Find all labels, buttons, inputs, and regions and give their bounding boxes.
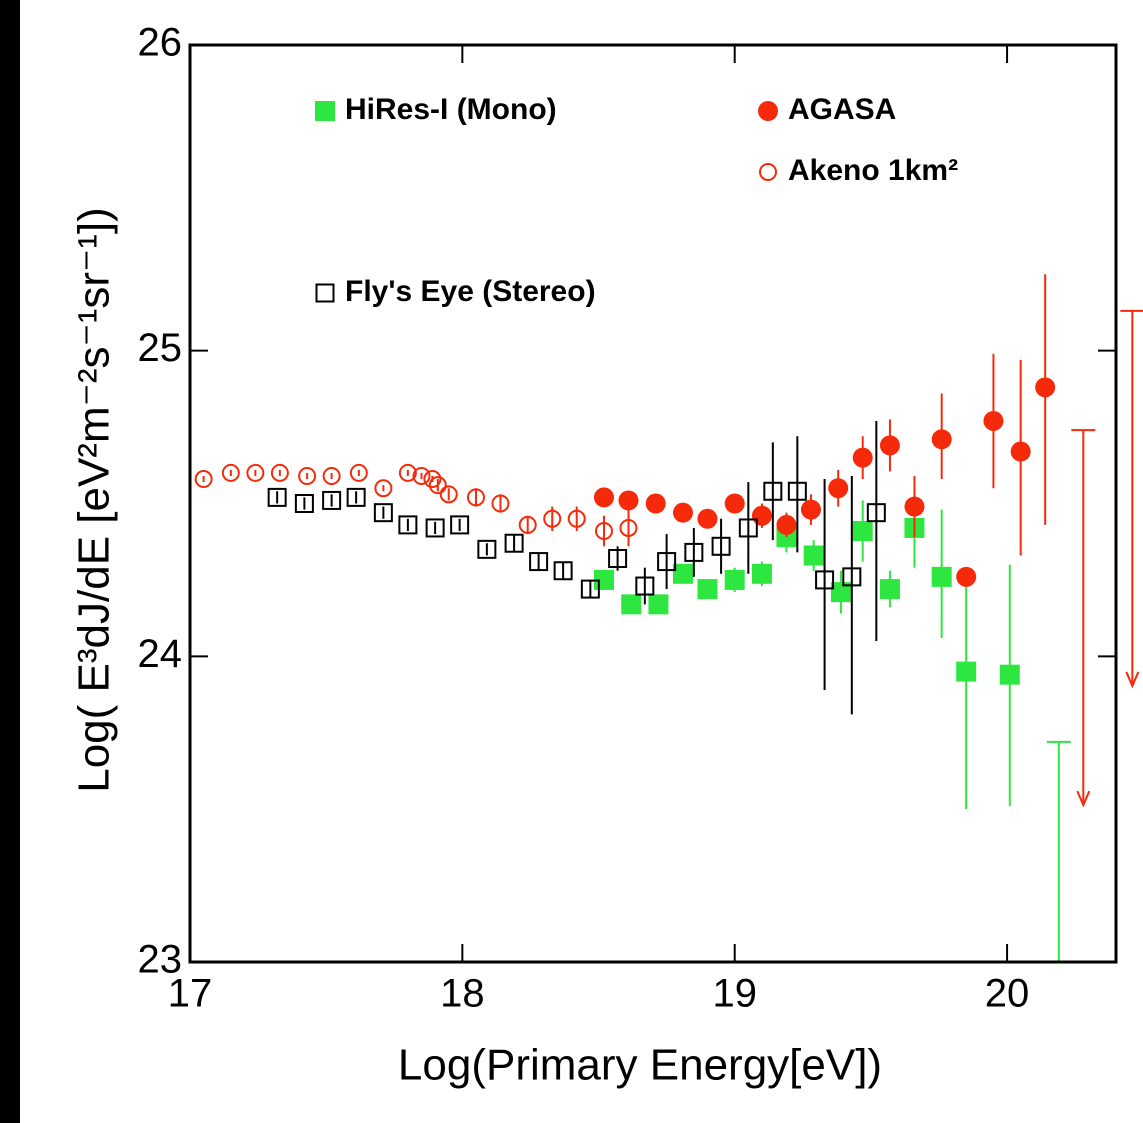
data-point [428, 476, 447, 495]
data-point [879, 435, 900, 456]
data-point [466, 488, 485, 507]
data-point [246, 463, 265, 482]
data-point [751, 505, 772, 526]
y-tick-label: 25 [138, 326, 183, 370]
x-tick-label: 20 [985, 972, 1030, 1016]
data-point [194, 470, 213, 489]
data-point [439, 485, 458, 504]
y-tick-label: 26 [138, 21, 183, 65]
y-tick-label: 24 [138, 632, 183, 676]
data-point [346, 487, 366, 507]
data-point [815, 570, 835, 590]
legend-marker [758, 101, 778, 121]
data-point [931, 566, 952, 587]
data-point [852, 447, 873, 468]
data-point [803, 545, 824, 566]
data-point [580, 579, 600, 599]
data-point [594, 522, 613, 541]
y-tick-label: 23 [138, 938, 183, 982]
data-point [349, 463, 368, 482]
data-point [697, 579, 718, 600]
data-point [866, 503, 886, 523]
data-point [294, 494, 314, 513]
data-point [657, 552, 677, 572]
data-point [684, 542, 704, 562]
data-point [672, 563, 693, 584]
data-point [450, 515, 470, 535]
data-point [619, 518, 638, 537]
canvas [20, 0, 1143, 1123]
data-point [852, 521, 873, 542]
data-point [1035, 377, 1056, 398]
data-point [504, 533, 524, 553]
legend-label: HiRes-I (Mono) [345, 93, 557, 126]
data-point [267, 487, 287, 507]
data-point [879, 579, 900, 600]
data-point [672, 502, 693, 523]
data-point [983, 410, 1004, 431]
data-point [322, 490, 342, 510]
legend-label: AGASA [788, 93, 896, 126]
data-point [412, 466, 431, 485]
data-point [518, 515, 537, 534]
data-point [751, 563, 772, 584]
legend-label: Fly's Eye (Stereo) [345, 275, 596, 308]
data-point [645, 493, 666, 514]
data-point [956, 566, 977, 587]
data-point [724, 493, 745, 514]
data-point [608, 549, 628, 569]
x-tick-label: 17 [168, 972, 213, 1016]
data-point [477, 539, 497, 559]
data-point [270, 463, 289, 482]
data-point [373, 503, 393, 523]
data-point [398, 463, 417, 482]
data-point [425, 518, 445, 538]
data-point [738, 518, 758, 538]
data-point [221, 463, 240, 482]
data-point [842, 567, 862, 587]
legend-label: Akeno 1km² [788, 154, 958, 187]
data-point [648, 594, 669, 615]
data-point [543, 509, 562, 528]
data-point [830, 582, 851, 603]
data-point [711, 536, 731, 556]
legend-marker [759, 163, 777, 181]
data-point [763, 481, 783, 501]
data-point [776, 514, 797, 535]
data-point [635, 576, 655, 596]
data-point [1010, 441, 1031, 462]
data-point [529, 552, 549, 572]
data-point [800, 499, 821, 520]
legend-marker [315, 101, 335, 121]
data-point [567, 509, 586, 528]
upper-limit-arrow [1125, 671, 1140, 689]
data-point [828, 478, 849, 499]
y-axis-label: Log( E³dJ/dE [eV²m⁻²s⁻¹sr⁻¹]) [70, 207, 119, 793]
data-point [697, 508, 718, 529]
data-point [398, 515, 418, 535]
data-point [724, 569, 745, 590]
legend-marker [315, 283, 335, 303]
data-point [491, 494, 510, 513]
data-point [618, 490, 639, 511]
data-point [298, 466, 317, 485]
x-tick-label: 19 [712, 972, 757, 1016]
x-tick-label: 18 [440, 972, 485, 1016]
data-point [621, 594, 642, 615]
data-point [787, 481, 807, 501]
data-point [999, 664, 1020, 685]
upper-limit-arrow [1076, 790, 1091, 808]
plot-frame [188, 43, 1118, 964]
data-point [904, 496, 925, 517]
data-point [423, 470, 442, 489]
data-point [322, 466, 341, 485]
data-point [374, 479, 393, 498]
data-point [931, 429, 952, 450]
data-point [593, 487, 614, 508]
data-point [956, 661, 977, 682]
x-axis-label: Log(Primary Energy[eV]) [398, 1041, 882, 1090]
data-point [553, 561, 573, 581]
